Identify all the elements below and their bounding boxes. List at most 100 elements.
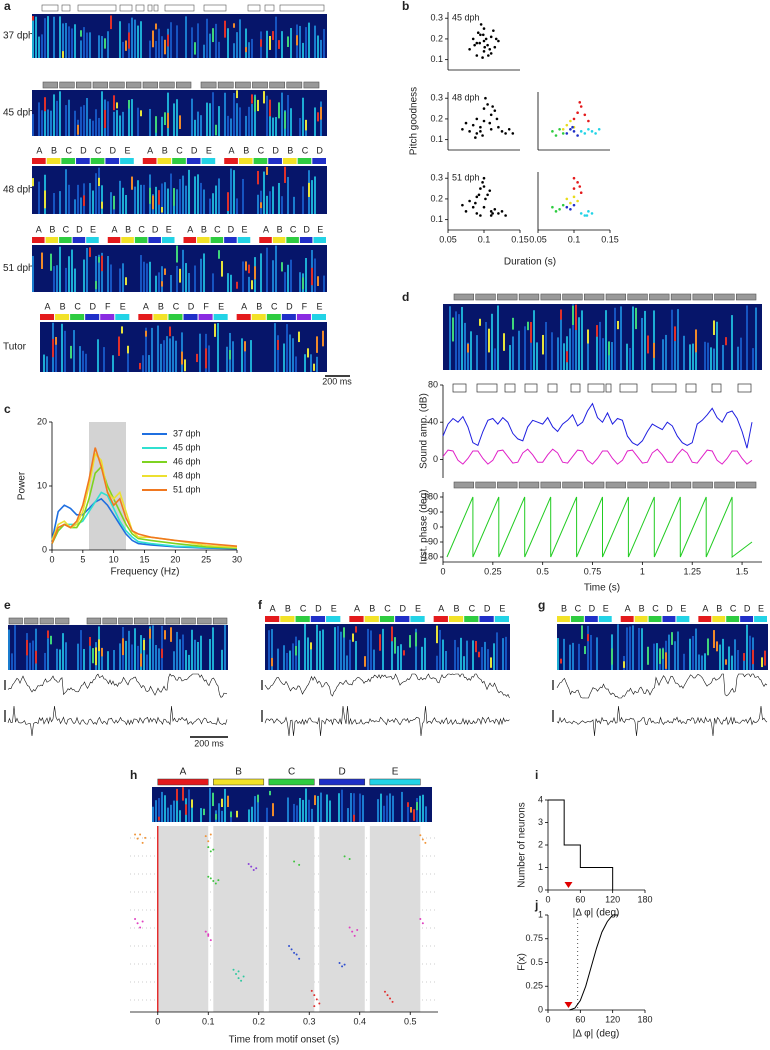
syllable-bar [312,158,326,164]
spectrogram-hot [205,348,207,369]
spectrogram-band [524,326,526,370]
spectrogram-hot [263,91,265,104]
spectrogram-band [182,175,184,214]
spectrogram-band [671,309,673,370]
syllable-box [649,293,670,301]
syllable-bar [251,314,266,320]
spectrogram-band [454,639,456,670]
spectrogram-band [32,19,34,58]
spectrogram-hot [713,320,715,335]
syllable-bar [311,314,326,320]
spectrogram-band [377,799,379,822]
syllable-box [147,4,153,12]
spectrogram-band [68,26,70,58]
syllable-label: C [138,224,145,234]
data-point [583,113,587,117]
spectrogram-band [200,635,202,670]
scale-bar-label: 200 ms [322,376,352,386]
spectrogram-band [35,16,37,58]
y-tick-label: 0 [538,1004,543,1014]
spectrogram-band [287,95,289,136]
spectrogram-band [236,103,238,136]
syllable-box [692,481,713,489]
spectrogram-hot [272,31,274,40]
data-point [313,1005,316,1008]
spectrogram-band [266,30,268,58]
syllable-label: E [90,224,96,234]
syllable-label: C [95,145,102,155]
data-point [561,203,565,207]
spectrogram-band [569,644,571,670]
y-axis-label: Power [17,471,28,500]
spectrogram-hot [269,35,271,50]
data-point [479,125,482,129]
spectrogram-band [68,256,70,292]
syllable-bar [224,158,238,164]
spectrogram-band [59,246,61,292]
spectrogram-band [380,793,382,822]
spectrogram-hot [278,40,280,49]
syllable-label: B [201,224,207,234]
spectrogram-hot [302,277,304,290]
spectrogram-band [268,630,270,670]
data-point [474,136,477,139]
spectrogram-hot [584,646,586,655]
series-line [569,914,619,1011]
data-point [579,130,583,133]
syllable-label: F [105,301,111,311]
spectrogram-hot [230,811,232,818]
spectrogram-band [95,173,97,214]
spectrogram-band [119,268,121,292]
spectrogram-band [137,180,139,214]
series-line [51,447,238,547]
spectrogram-hot [257,170,259,185]
data-point [482,27,486,30]
spectrogram-hot [70,345,72,359]
syllable-box [181,617,196,625]
spectrogram-band [188,789,190,822]
median-marker [564,882,573,888]
spectrogram-band [311,808,313,822]
syllable-label: A [112,224,118,234]
spectrogram-band [370,630,372,670]
data-point [481,134,484,137]
x-tick-label: 60 [575,894,585,904]
spectrogram-band [497,305,499,370]
spectrogram-band [65,267,67,292]
syllable-box [475,481,496,489]
syllable-box [42,81,58,89]
spectrogram-hot [659,648,661,664]
spectrogram-hot [269,790,271,796]
data-point [136,837,139,840]
spectrogram-band [185,185,187,214]
spectrogram-band [277,648,279,670]
spectrogram-hot [176,788,178,801]
spectrogram-band [122,187,124,214]
data-point [475,132,479,135]
syllable-box [735,293,757,301]
spectrogram-band [80,630,82,670]
spectrogram-band [65,22,67,58]
spectrogram-hot [161,648,163,659]
data-point [204,930,207,933]
spectrogram-hot [560,658,562,664]
spectrogram-hot [149,187,151,204]
syllable-box [583,481,605,489]
x-tick-label: 0.4 [353,1016,366,1026]
syllable-bar [224,237,237,243]
spectrogram-hot [394,637,396,654]
spectrogram-band [86,247,88,292]
spectrogram-band [71,28,73,58]
syllable-span [213,826,264,1012]
spectrogram-band [53,16,55,58]
spectrogram-band [322,629,324,670]
amplitude-trace [264,673,510,699]
spectrogram-band [449,306,451,370]
spectrogram-band [293,196,295,214]
data-point [468,47,471,51]
syllable-box [8,617,23,625]
spectrogram-hot [55,336,57,345]
spectrogram-band [44,104,46,136]
spectrogram-band [200,182,202,214]
syllable-bar [238,158,253,164]
